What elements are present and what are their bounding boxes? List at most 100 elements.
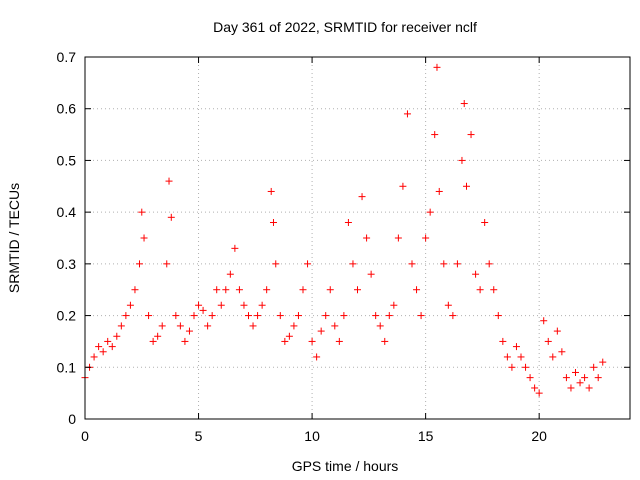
data-point — [263, 286, 271, 294]
data-point — [126, 301, 134, 309]
data-point — [258, 301, 266, 309]
data-point — [117, 322, 125, 330]
data-point — [567, 384, 575, 392]
y-tick-label: 0.4 — [57, 204, 77, 220]
data-point — [413, 286, 421, 294]
data-point — [108, 343, 116, 351]
data-point — [304, 260, 312, 268]
data-point — [517, 353, 525, 361]
data-point — [165, 177, 173, 185]
data-point — [222, 286, 230, 294]
data-point — [585, 384, 593, 392]
data-point — [540, 317, 548, 325]
y-tick-label: 0.5 — [57, 152, 77, 168]
data-point — [433, 63, 441, 71]
data-point — [354, 286, 361, 294]
data-point — [176, 322, 184, 330]
data-point — [326, 286, 334, 294]
data-point — [581, 374, 589, 382]
data-point — [426, 208, 434, 216]
data-point — [599, 358, 607, 366]
data-point — [390, 301, 398, 309]
data-point — [226, 270, 234, 278]
data-point — [290, 322, 298, 330]
data-point — [99, 348, 107, 356]
data-point — [95, 343, 103, 351]
data-point — [269, 218, 277, 226]
data-point — [335, 337, 343, 345]
x-tick-label: 20 — [531, 428, 547, 444]
data-point — [281, 337, 289, 345]
data-point — [104, 337, 112, 345]
data-point — [490, 286, 498, 294]
data-point — [499, 337, 507, 345]
data-point — [460, 100, 468, 108]
data-point — [331, 322, 339, 330]
data-point — [140, 234, 148, 242]
data-point — [204, 322, 212, 330]
y-tick-label: 0.6 — [57, 101, 77, 117]
grid-lines — [85, 57, 630, 419]
data-point — [549, 353, 557, 361]
data-point — [440, 260, 448, 268]
data-point — [558, 348, 566, 356]
x-tick-label: 0 — [81, 428, 89, 444]
x-axis-label: GPS time / hours — [292, 458, 399, 474]
y-tick-label: 0.7 — [57, 49, 77, 65]
data-point — [544, 337, 552, 345]
data-points — [81, 63, 607, 397]
data-point — [508, 363, 516, 371]
y-tick-label: 0.2 — [57, 308, 77, 324]
data-point — [594, 374, 602, 382]
data-point — [535, 389, 543, 397]
y-tick-label: 0 — [68, 411, 76, 427]
data-point — [167, 213, 175, 221]
data-point — [131, 286, 139, 294]
data-point — [453, 260, 461, 268]
data-point — [435, 187, 443, 195]
data-point — [181, 337, 189, 345]
data-point — [272, 260, 280, 268]
data-point — [476, 286, 484, 294]
data-point — [285, 332, 293, 340]
data-point — [376, 322, 384, 330]
data-point — [372, 312, 380, 320]
data-point — [381, 337, 389, 345]
data-point — [526, 374, 534, 382]
data-point — [485, 260, 493, 268]
data-point — [399, 182, 407, 190]
data-point — [254, 312, 262, 320]
data-point — [154, 332, 162, 340]
data-point — [553, 327, 561, 335]
data-point — [394, 234, 402, 242]
data-point — [172, 312, 180, 320]
data-point — [235, 286, 243, 294]
data-point — [122, 312, 130, 320]
data-point — [317, 327, 325, 335]
y-axis-label: SRMTID / TECUs — [6, 183, 22, 293]
data-point — [344, 218, 352, 226]
data-point — [408, 260, 416, 268]
data-point — [213, 286, 221, 294]
data-point — [199, 306, 207, 314]
data-point — [531, 384, 539, 392]
data-point — [417, 312, 425, 320]
y-tick-label: 0.1 — [57, 359, 77, 375]
data-point — [299, 286, 307, 294]
data-point — [163, 260, 171, 268]
data-point — [158, 322, 166, 330]
y-tick-label: 0.3 — [57, 256, 77, 272]
data-point — [358, 193, 366, 201]
data-point — [481, 218, 489, 226]
data-point — [512, 343, 520, 351]
data-point — [572, 368, 579, 376]
data-point — [249, 322, 257, 330]
data-point — [195, 301, 203, 309]
data-point — [90, 353, 98, 361]
data-point — [294, 312, 302, 320]
data-point — [431, 131, 439, 139]
data-point — [458, 156, 466, 164]
data-point — [217, 301, 225, 309]
data-point — [590, 363, 598, 371]
